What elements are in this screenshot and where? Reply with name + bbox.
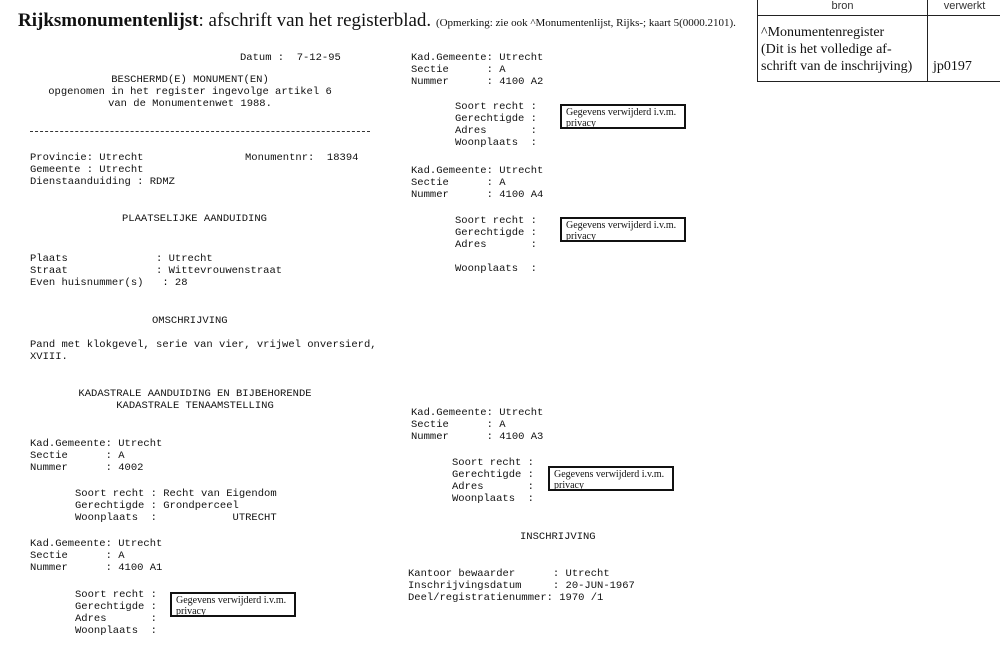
title-note: (Opmerking: zie ook ^Monumentenlijst, Ri…	[435, 17, 736, 29]
title-bold: Rijksmonumentenlijst	[18, 10, 199, 31]
divider	[927, 0, 928, 81]
privacy-box: Gegevens verwijderd i.v.m. privacy	[548, 466, 674, 491]
kad-detail-a2: Soort recht : Gerechtigde : Adres : Woon…	[455, 101, 537, 149]
plaatselijk-block: Plaats : Utrecht Straat : Wittevrouwenst…	[30, 253, 283, 289]
source-box: bron verwerkt ^Monumentenregister (Dit i…	[757, 0, 1000, 82]
privacy-box: Gegevens verwijderd i.v.m. privacy	[560, 217, 686, 242]
kadastraal-title: KADASTRALE AANDUIDING EN BIJBEHORENDE KA…	[78, 388, 312, 412]
document-title: Rijksmonumentenlijst: afschrift van het …	[18, 10, 736, 32]
title-rest: : afschrift van het registerblad.	[198, 10, 432, 31]
divider	[758, 15, 1000, 16]
col-verwerkt: verwerkt	[943, 0, 986, 12]
plaatselijk-title: PLAATSELIJKE AANDUIDING	[122, 213, 267, 225]
kad-detail-a1: Soort recht : Gerechtigde : Adres : Woon…	[75, 589, 157, 637]
monumentnr: Monumentnr: 18394	[245, 152, 359, 164]
register-heading: BESCHERMD(E) MONUMENT(EN) opgenomen in h…	[48, 74, 332, 110]
privacy-box: Gegevens verwijderd i.v.m. privacy	[560, 104, 686, 129]
omschrijving-title: OMSCHRIJVING	[152, 315, 228, 327]
privacy-box: Gegevens verwijderd i.v.m. privacy	[170, 592, 296, 617]
kad-block-a4: Kad.Gemeente: Utrecht Sectie : A Nummer …	[411, 165, 544, 201]
col-bron: bron	[831, 0, 854, 12]
inschrijving-title: INSCHRIJVING	[520, 531, 596, 543]
kad-detail-a4: Soort recht : Gerechtigde : Adres : Woon…	[455, 215, 537, 275]
kad-block-a2: Kad.Gemeente: Utrecht Sectie : A Nummer …	[411, 52, 544, 88]
kad-detail-a3: Soort recht : Gerechtigde : Adres : Woon…	[452, 457, 534, 505]
datum: Datum : 7-12-95	[240, 52, 341, 64]
kad-block-a3: Kad.Gemeente: Utrecht Sectie : A Nummer …	[411, 407, 544, 443]
source-text: ^Monumentenregister (Dit is het volledig…	[761, 25, 913, 74]
kad-detail-4002: Soort recht : Recht van Eigendom Gerecht…	[75, 488, 277, 524]
provincie-block: Provincie: Utrecht Gemeente : Utrecht Di…	[30, 152, 175, 188]
kad-block-4002: Kad.Gemeente: Utrecht Sectie : A Nummer …	[30, 438, 163, 474]
kad-block-a1: Kad.Gemeente: Utrecht Sectie : A Nummer …	[30, 538, 163, 574]
omschrijving-text: Pand met klokgevel, serie van vier, vrij…	[30, 339, 377, 363]
divider	[30, 131, 370, 132]
inschrijving-block: Kantoor bewaarder : Utrecht Inschrijving…	[408, 568, 635, 604]
source-code: jp0197	[933, 59, 972, 74]
